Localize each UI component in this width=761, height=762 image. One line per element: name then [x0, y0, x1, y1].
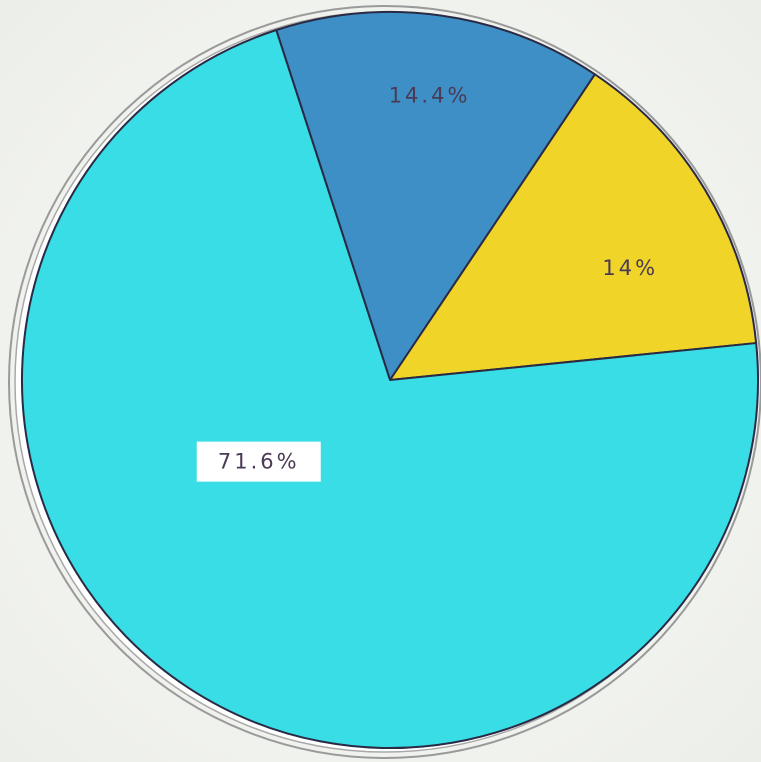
pie-slice-1 — [275, 11, 596, 381]
outer-ring — [8, 5, 761, 759]
slice-label-card — [196, 441, 321, 482]
slice-labels: 14.4% 14% 71.6% — [196, 84, 658, 482]
pie-slices — [21, 11, 759, 749]
pie-slice-2 — [389, 73, 758, 381]
slice-label-3: 71.6% — [218, 450, 300, 474]
pie-slice-3 — [21, 29, 759, 749]
slice-label-2: 14% — [602, 256, 658, 280]
slice-label-1: 14.4% — [389, 84, 471, 108]
